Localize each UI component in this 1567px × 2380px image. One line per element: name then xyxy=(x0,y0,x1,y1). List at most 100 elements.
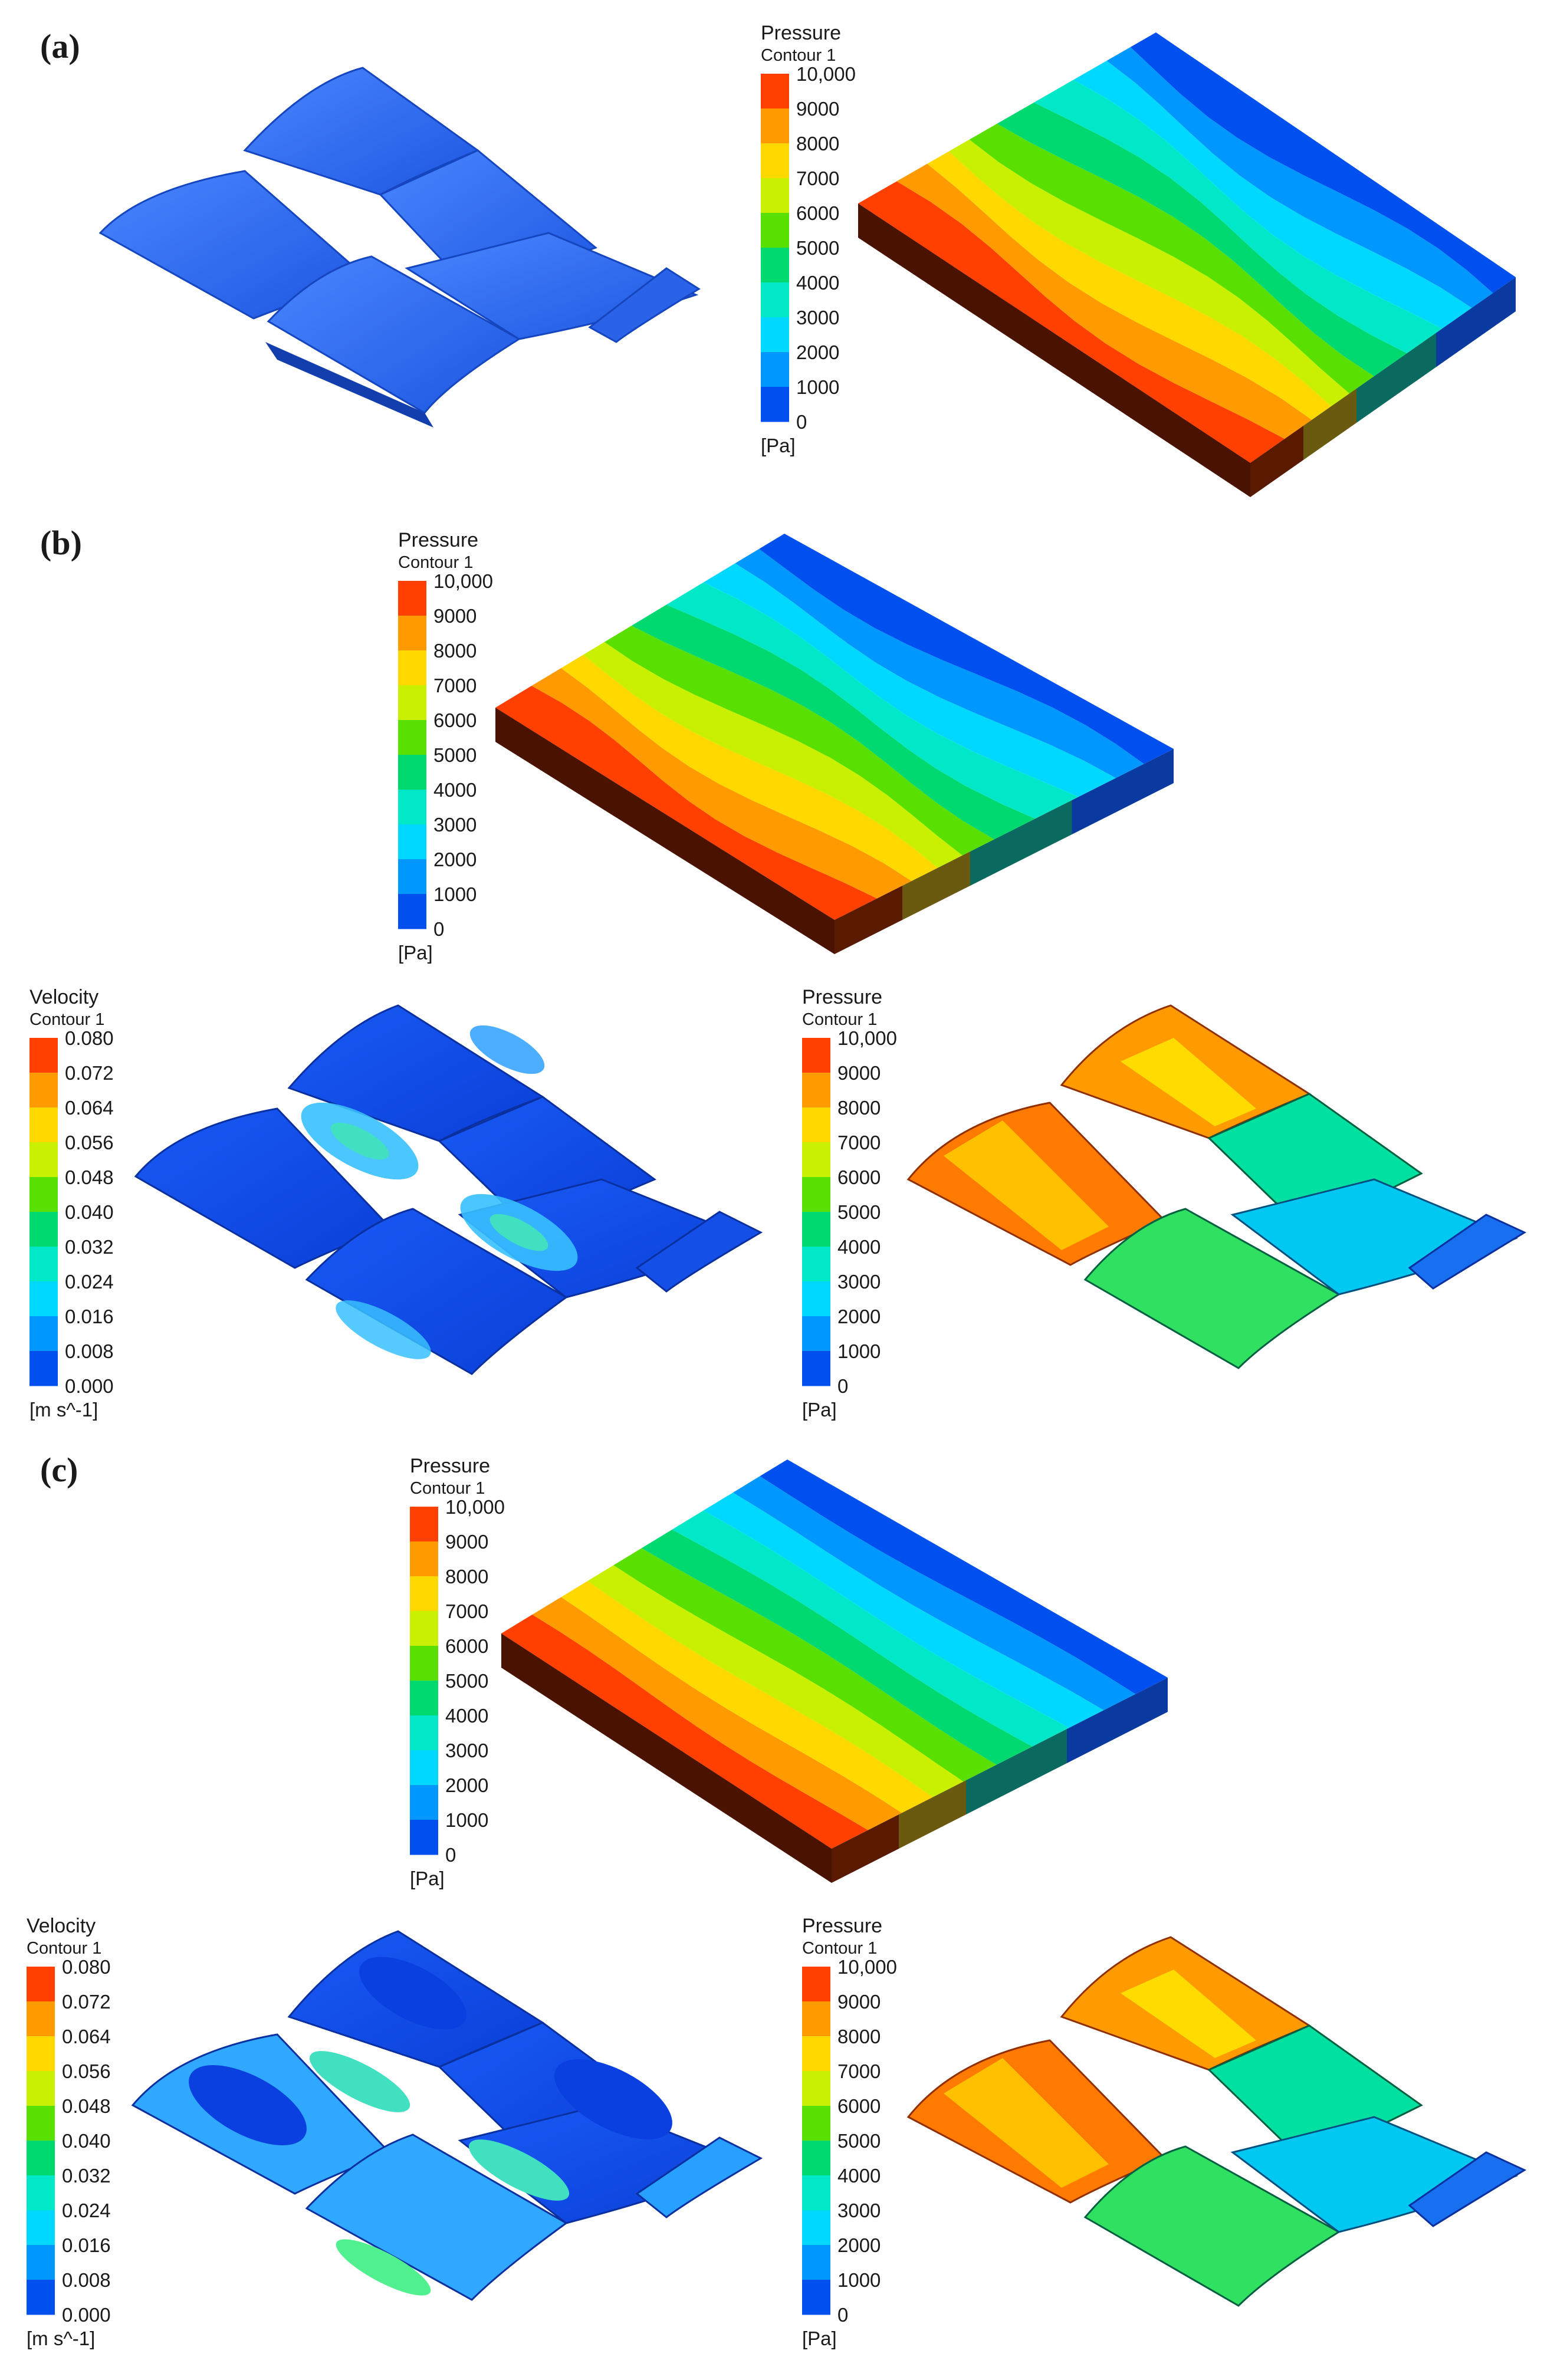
legend-color-band xyxy=(802,2106,830,2141)
legend-color-band xyxy=(802,2001,830,2037)
legend-subtitle: Contour 1 xyxy=(27,1939,101,1958)
legend-tick-label: 9000 xyxy=(837,1062,881,1084)
legend-tick-label: 0.056 xyxy=(62,2060,111,2082)
legend-unit: [Pa] xyxy=(398,942,433,964)
legend-tick-label: 7000 xyxy=(796,167,839,189)
legend-tick-label: 0.000 xyxy=(62,2304,111,2326)
slab-side-segment xyxy=(1038,800,1072,852)
slab-side-segment xyxy=(1303,407,1330,460)
slab-top-band xyxy=(1073,60,1472,329)
slab-side-segment xyxy=(1106,766,1140,817)
panel-label-c: (c) xyxy=(40,1451,78,1489)
legend-color-band xyxy=(802,2245,830,2280)
legend-color-band xyxy=(398,616,426,651)
legend-color-band xyxy=(29,1107,58,1143)
slab-side-segment xyxy=(1436,314,1463,367)
blade-array-a xyxy=(98,67,701,428)
legend-color-band xyxy=(761,109,789,144)
pressure-legend-b-slab: Pressure Contour 110,000 9000 8000 7000 6000 5… xyxy=(398,529,493,964)
legend-color-band xyxy=(27,2001,55,2037)
slab-top-band xyxy=(1106,47,1493,308)
legend-tick-label: 5000 xyxy=(445,1670,488,1692)
legend-tick-label: 0.072 xyxy=(65,1062,114,1084)
legend-color-band xyxy=(802,1073,830,1108)
slab-side-segment xyxy=(865,1814,899,1866)
legend-tick-label: 1000 xyxy=(796,376,839,398)
legend-tick-label: 0.024 xyxy=(65,1271,114,1293)
legend-subtitle: Contour 1 xyxy=(802,1939,877,1958)
slab-side-segment xyxy=(1250,444,1277,497)
legend-tick-label: 0.072 xyxy=(62,1991,111,2013)
legend-color-band xyxy=(27,2210,55,2246)
legend-tick-label: 4000 xyxy=(796,272,839,294)
slab-side-segment xyxy=(1004,817,1038,869)
legend-tick-label: 6000 xyxy=(837,2095,881,2117)
slab-side-segment xyxy=(899,1797,932,1849)
legend-color-band xyxy=(802,2210,830,2246)
slab-top-band xyxy=(948,139,1350,406)
slab-top-band xyxy=(760,1459,1168,1694)
slab-side-segment xyxy=(970,834,1004,886)
slab-side-segment xyxy=(1356,370,1383,423)
legend-title: Velocity xyxy=(27,1915,96,1937)
slab-top-band xyxy=(997,102,1407,377)
slab-top-band xyxy=(735,548,1144,778)
legend-color-band xyxy=(398,650,426,686)
legend-color-band xyxy=(802,1316,830,1352)
slab-top-band xyxy=(672,1510,1069,1747)
legend-color-band xyxy=(29,1212,58,1247)
legend-color-band xyxy=(29,1281,58,1317)
pressure-slab-c xyxy=(501,1459,1168,1883)
legend-tick-label: 5000 xyxy=(837,1201,881,1223)
legend-color-band xyxy=(761,178,789,213)
legend-subtitle: Contour 1 xyxy=(761,46,836,65)
slab-side-segment xyxy=(1330,389,1356,442)
slab-top-band xyxy=(858,181,1285,463)
legend-color-band xyxy=(27,2071,55,2106)
legend-color-band xyxy=(398,581,426,616)
legend-color-band xyxy=(761,248,789,283)
legend-tick-label: 6000 xyxy=(433,709,477,731)
legend-tick-label: 4000 xyxy=(445,1705,488,1727)
legend-tick-label: 0.064 xyxy=(62,2026,111,2047)
slab-top-band xyxy=(501,1615,868,1849)
legend-color-band xyxy=(802,1107,830,1143)
legend-tick-label: 0 xyxy=(433,918,444,940)
legend-tick-label: 1000 xyxy=(837,1340,881,1362)
legend-title: Pressure xyxy=(802,1915,882,1937)
legend-title: Velocity xyxy=(29,986,98,1008)
legend-tick-label: 0.008 xyxy=(65,1340,114,1362)
legend-color-band xyxy=(29,1247,58,1282)
legend-color-band xyxy=(29,1038,58,1073)
slab-left-side xyxy=(858,203,1250,497)
legend-tick-label: 8000 xyxy=(445,1566,488,1587)
slab-top-band xyxy=(583,642,962,868)
legend-color-band xyxy=(802,1247,830,1282)
legend-tick-label: 0 xyxy=(837,1375,848,1397)
slab-top-band xyxy=(896,163,1312,439)
slab-top-band xyxy=(703,1493,1104,1728)
legend-tick-label: 9000 xyxy=(796,98,839,120)
pressure-legend-a: Pressure Contour 110,000 9000 8000 7000 6000 5… xyxy=(761,22,856,456)
legend-tick-label: 0.024 xyxy=(62,2200,111,2221)
legend-tick-label: 0.080 xyxy=(65,1027,114,1049)
panel-label-b: (b) xyxy=(40,524,82,562)
legend-title: Pressure xyxy=(398,529,478,551)
pressure-slab-a xyxy=(858,32,1516,497)
legend-title: Pressure xyxy=(802,986,882,1008)
legend-tick-label: 0 xyxy=(796,411,807,433)
legend-tick-label: 0.080 xyxy=(62,1956,111,1978)
slab-side-segment xyxy=(1383,351,1410,405)
legend-tick-label: 7000 xyxy=(837,1132,881,1153)
legend-color-band xyxy=(27,2036,55,2072)
legend-color-band xyxy=(398,859,426,895)
legend-subtitle: Contour 1 xyxy=(410,1479,485,1498)
legend-tick-label: 6000 xyxy=(796,202,839,224)
legend-color-band xyxy=(761,143,789,179)
legend-color-band xyxy=(410,1820,438,1855)
legend-tick-label: 9000 xyxy=(837,1991,881,2013)
slab-side-segment xyxy=(1489,277,1516,330)
legend-color-band xyxy=(761,317,789,353)
legend-tick-label: 6000 xyxy=(837,1166,881,1188)
